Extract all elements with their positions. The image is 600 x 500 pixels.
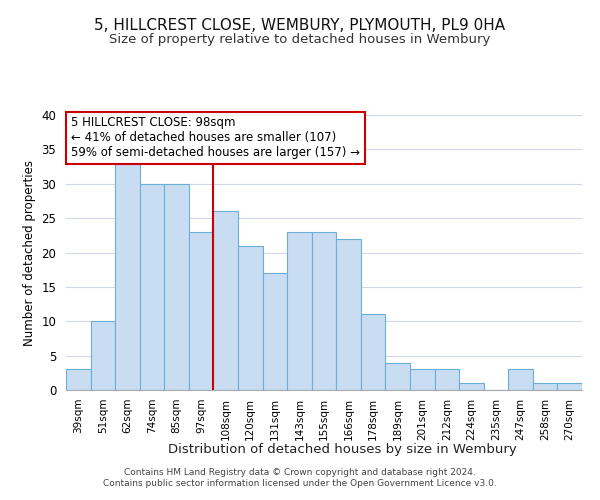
Bar xyxy=(312,232,336,390)
Text: Distribution of detached houses by size in Wembury: Distribution of detached houses by size … xyxy=(167,442,517,456)
Bar xyxy=(508,370,533,390)
Text: Size of property relative to detached houses in Wembury: Size of property relative to detached ho… xyxy=(109,32,491,46)
Bar xyxy=(91,322,115,390)
Bar xyxy=(434,370,459,390)
Bar xyxy=(164,184,189,390)
Bar xyxy=(336,239,361,390)
Bar xyxy=(238,246,263,390)
Bar xyxy=(140,184,164,390)
Bar xyxy=(385,362,410,390)
Bar xyxy=(557,383,582,390)
Bar xyxy=(214,211,238,390)
Bar xyxy=(361,314,385,390)
Bar xyxy=(533,383,557,390)
Bar xyxy=(410,370,434,390)
Bar xyxy=(287,232,312,390)
Text: 5, HILLCREST CLOSE, WEMBURY, PLYMOUTH, PL9 0HA: 5, HILLCREST CLOSE, WEMBURY, PLYMOUTH, P… xyxy=(94,18,506,32)
Text: Contains HM Land Registry data © Crown copyright and database right 2024.
Contai: Contains HM Land Registry data © Crown c… xyxy=(103,468,497,487)
Bar xyxy=(263,273,287,390)
Bar xyxy=(66,370,91,390)
Bar xyxy=(115,163,140,390)
Text: 5 HILLCREST CLOSE: 98sqm
← 41% of detached houses are smaller (107)
59% of semi-: 5 HILLCREST CLOSE: 98sqm ← 41% of detach… xyxy=(71,116,360,160)
Bar xyxy=(189,232,214,390)
Bar xyxy=(459,383,484,390)
Y-axis label: Number of detached properties: Number of detached properties xyxy=(23,160,36,346)
